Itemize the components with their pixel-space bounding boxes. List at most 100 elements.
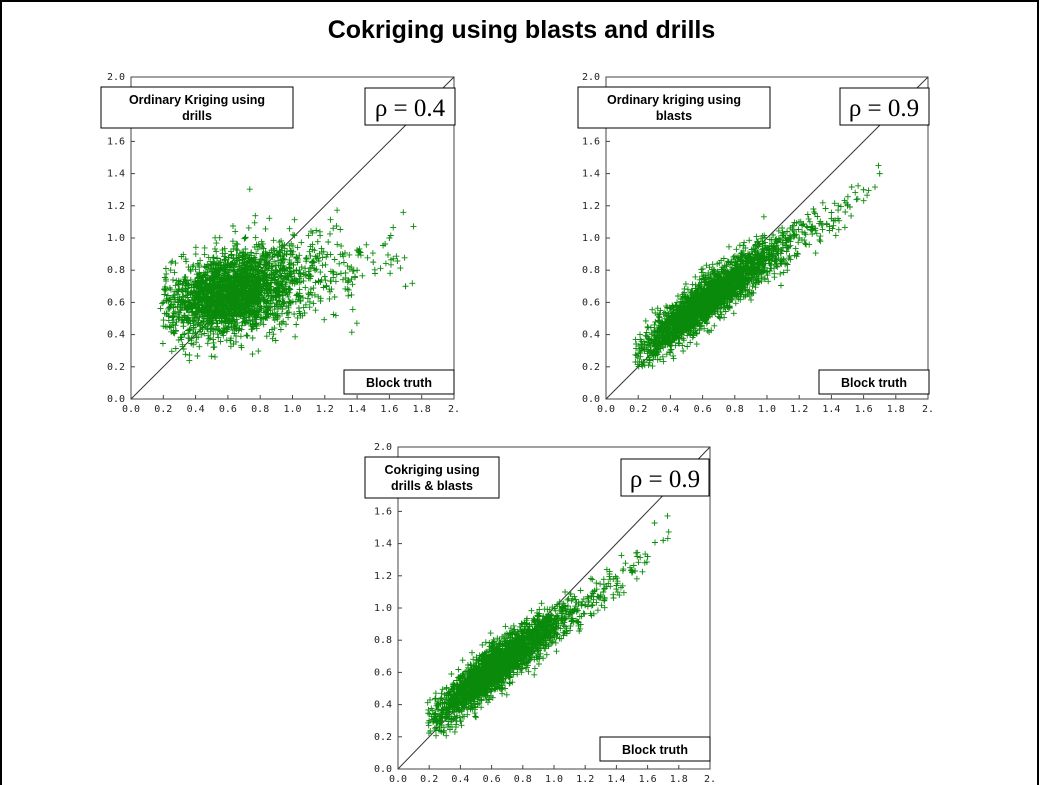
- scatter-point: [844, 202, 851, 209]
- chart-title-line-2: drills: [182, 109, 212, 123]
- x-tick-label: 0.2: [420, 774, 438, 785]
- y-tick-label: 1.0: [374, 603, 392, 614]
- x-tick-label: 0.4: [661, 404, 679, 415]
- scatter-point: [747, 265, 754, 272]
- x-tick-label: 0.6: [483, 774, 501, 785]
- y-tick-label: 1.6: [582, 136, 600, 147]
- scatter-point: [241, 284, 248, 291]
- scatter-marker-cloud: [157, 186, 417, 364]
- scatter-point: [176, 296, 183, 303]
- x-tick-label: 2.: [922, 404, 934, 415]
- y-tick-label: 1.0: [582, 233, 600, 244]
- scatter-point: [699, 299, 706, 306]
- scatter-point: [519, 643, 526, 650]
- scatter-point: [535, 632, 542, 639]
- scatter-point: [683, 312, 690, 319]
- scatter-point: [337, 270, 344, 277]
- scatter-point: [551, 621, 557, 628]
- scatter-point: [764, 254, 770, 261]
- chart-panel-3: 0.0 0.2 0.4 0.6 0.8 1.0 1.2 1.4 1.6 2.0 0.0 0.2 0.4…: [364, 442, 716, 785]
- y-tick-label: 0.2: [107, 362, 125, 373]
- x-axis: 0.0 0.2 0.4 0.6 0.8 1.0 1.2 1.4 1.6 1.8 2.: [389, 765, 716, 785]
- scatter-point: [273, 280, 280, 287]
- scatter-marker-cloud: [632, 162, 882, 370]
- scatter-marker-cloud: [424, 512, 672, 739]
- y-tick-label: 0.4: [374, 700, 392, 711]
- scatter-point: [488, 666, 495, 673]
- chart-title-line-1: Cokriging using: [384, 463, 479, 477]
- scatter-point: [321, 273, 328, 280]
- y-tick-label: 0.2: [374, 732, 392, 743]
- x-tick-label: 2.: [448, 404, 460, 415]
- scatter-point: [386, 235, 393, 241]
- y-tick-label: 2.0: [374, 442, 392, 453]
- scatter-point: [613, 582, 620, 589]
- x-tick-label: 0.8: [726, 404, 744, 415]
- chart-title-line-2: blasts: [656, 109, 692, 123]
- x-axis: 0.0 0.2 0.4 0.6 0.8 1.0 1.2 1.4 1.6 1.8 2.: [122, 395, 460, 415]
- y-tick-label: 1.2: [107, 201, 125, 212]
- y-tick-label: 1.6: [107, 136, 125, 147]
- y-tick-label: 0.8: [107, 265, 125, 276]
- x-tick-label: 1.4: [822, 404, 840, 415]
- y-tick-label: 0.4: [582, 330, 600, 341]
- scatter-point: [473, 679, 479, 686]
- scatter-point: [860, 186, 867, 193]
- rho-annotation: ρ = 0.9: [849, 95, 919, 122]
- scatter-point: [582, 601, 589, 608]
- scatter-point: [426, 717, 433, 724]
- chart-panel-2: 0.0 0.2 0.4 0.6 0.8 1.0 1.2 1.4 1.6 2.0 0.0 0.2 0.4…: [577, 72, 934, 415]
- scatter-point: [651, 338, 658, 345]
- scatter-point: [644, 553, 651, 560]
- x-tick-label: 1.0: [283, 404, 301, 415]
- x-axis-label: Block truth: [366, 376, 432, 390]
- scatter-points: [157, 186, 417, 364]
- x-axis-label: Block truth: [622, 743, 688, 757]
- scatter-point: [796, 235, 803, 241]
- y-tick-label: 0.0: [107, 394, 125, 405]
- scatter-point: [441, 704, 448, 711]
- x-tick-label: 0.2: [629, 404, 647, 415]
- x-tick-label: 0.2: [154, 404, 172, 415]
- scatter-point: [370, 259, 377, 266]
- x-tick-label: 0.0: [389, 774, 407, 785]
- scatter-point: [257, 283, 264, 290]
- rho-annotation: ρ = 0.9: [630, 466, 700, 493]
- scatter-point: [635, 350, 642, 357]
- scatter-point: [780, 244, 787, 251]
- rho-annotation: ρ = 0.4: [375, 95, 446, 122]
- identity-line: [130, 76, 455, 400]
- chart-title-line-1: Ordinary Kriging using: [129, 93, 265, 107]
- y-tick-label: 0.6: [107, 297, 125, 308]
- y-axis: 0.0 0.2 0.4 0.6 0.8 1.0 1.2 1.4 1.6 2.0: [374, 442, 402, 775]
- y-tick-label: 1.4: [582, 169, 600, 180]
- title-box: [100, 86, 294, 129]
- scatter-point: [457, 691, 464, 698]
- x-tick-label: 1.8: [413, 404, 431, 415]
- scatter-point: [192, 292, 199, 299]
- y-tick-label: 2.0: [582, 72, 600, 83]
- xlabel-box: [818, 369, 930, 395]
- xlabel-box: [599, 736, 711, 762]
- x-tick-label: 0.8: [251, 404, 269, 415]
- x-tick-label: 1.8: [887, 404, 905, 415]
- x-axis: 0.0 0.2 0.4 0.6 0.8 1.0 1.2 1.4 1.6 1.8 2.: [597, 395, 934, 415]
- x-tick-label: 0.6: [219, 404, 237, 415]
- x-tick-label: 0.4: [451, 774, 469, 785]
- x-tick-label: 1.2: [790, 404, 808, 415]
- scatter-point: [876, 170, 883, 177]
- y-tick-label: 1.0: [107, 233, 125, 244]
- scatter-point: [160, 299, 167, 306]
- rho-box: [364, 87, 456, 126]
- scatter-point: [715, 288, 722, 295]
- x-tick-label: 1.8: [670, 774, 688, 785]
- x-tick-label: 1.4: [607, 774, 625, 785]
- x-axis-label: Block truth: [841, 376, 907, 390]
- x-tick-label: 1.0: [545, 774, 563, 785]
- x-tick-label: 1.6: [855, 404, 873, 415]
- y-tick-label: 0.6: [374, 667, 392, 678]
- scatter-point: [224, 286, 231, 293]
- scatter-point: [828, 215, 835, 222]
